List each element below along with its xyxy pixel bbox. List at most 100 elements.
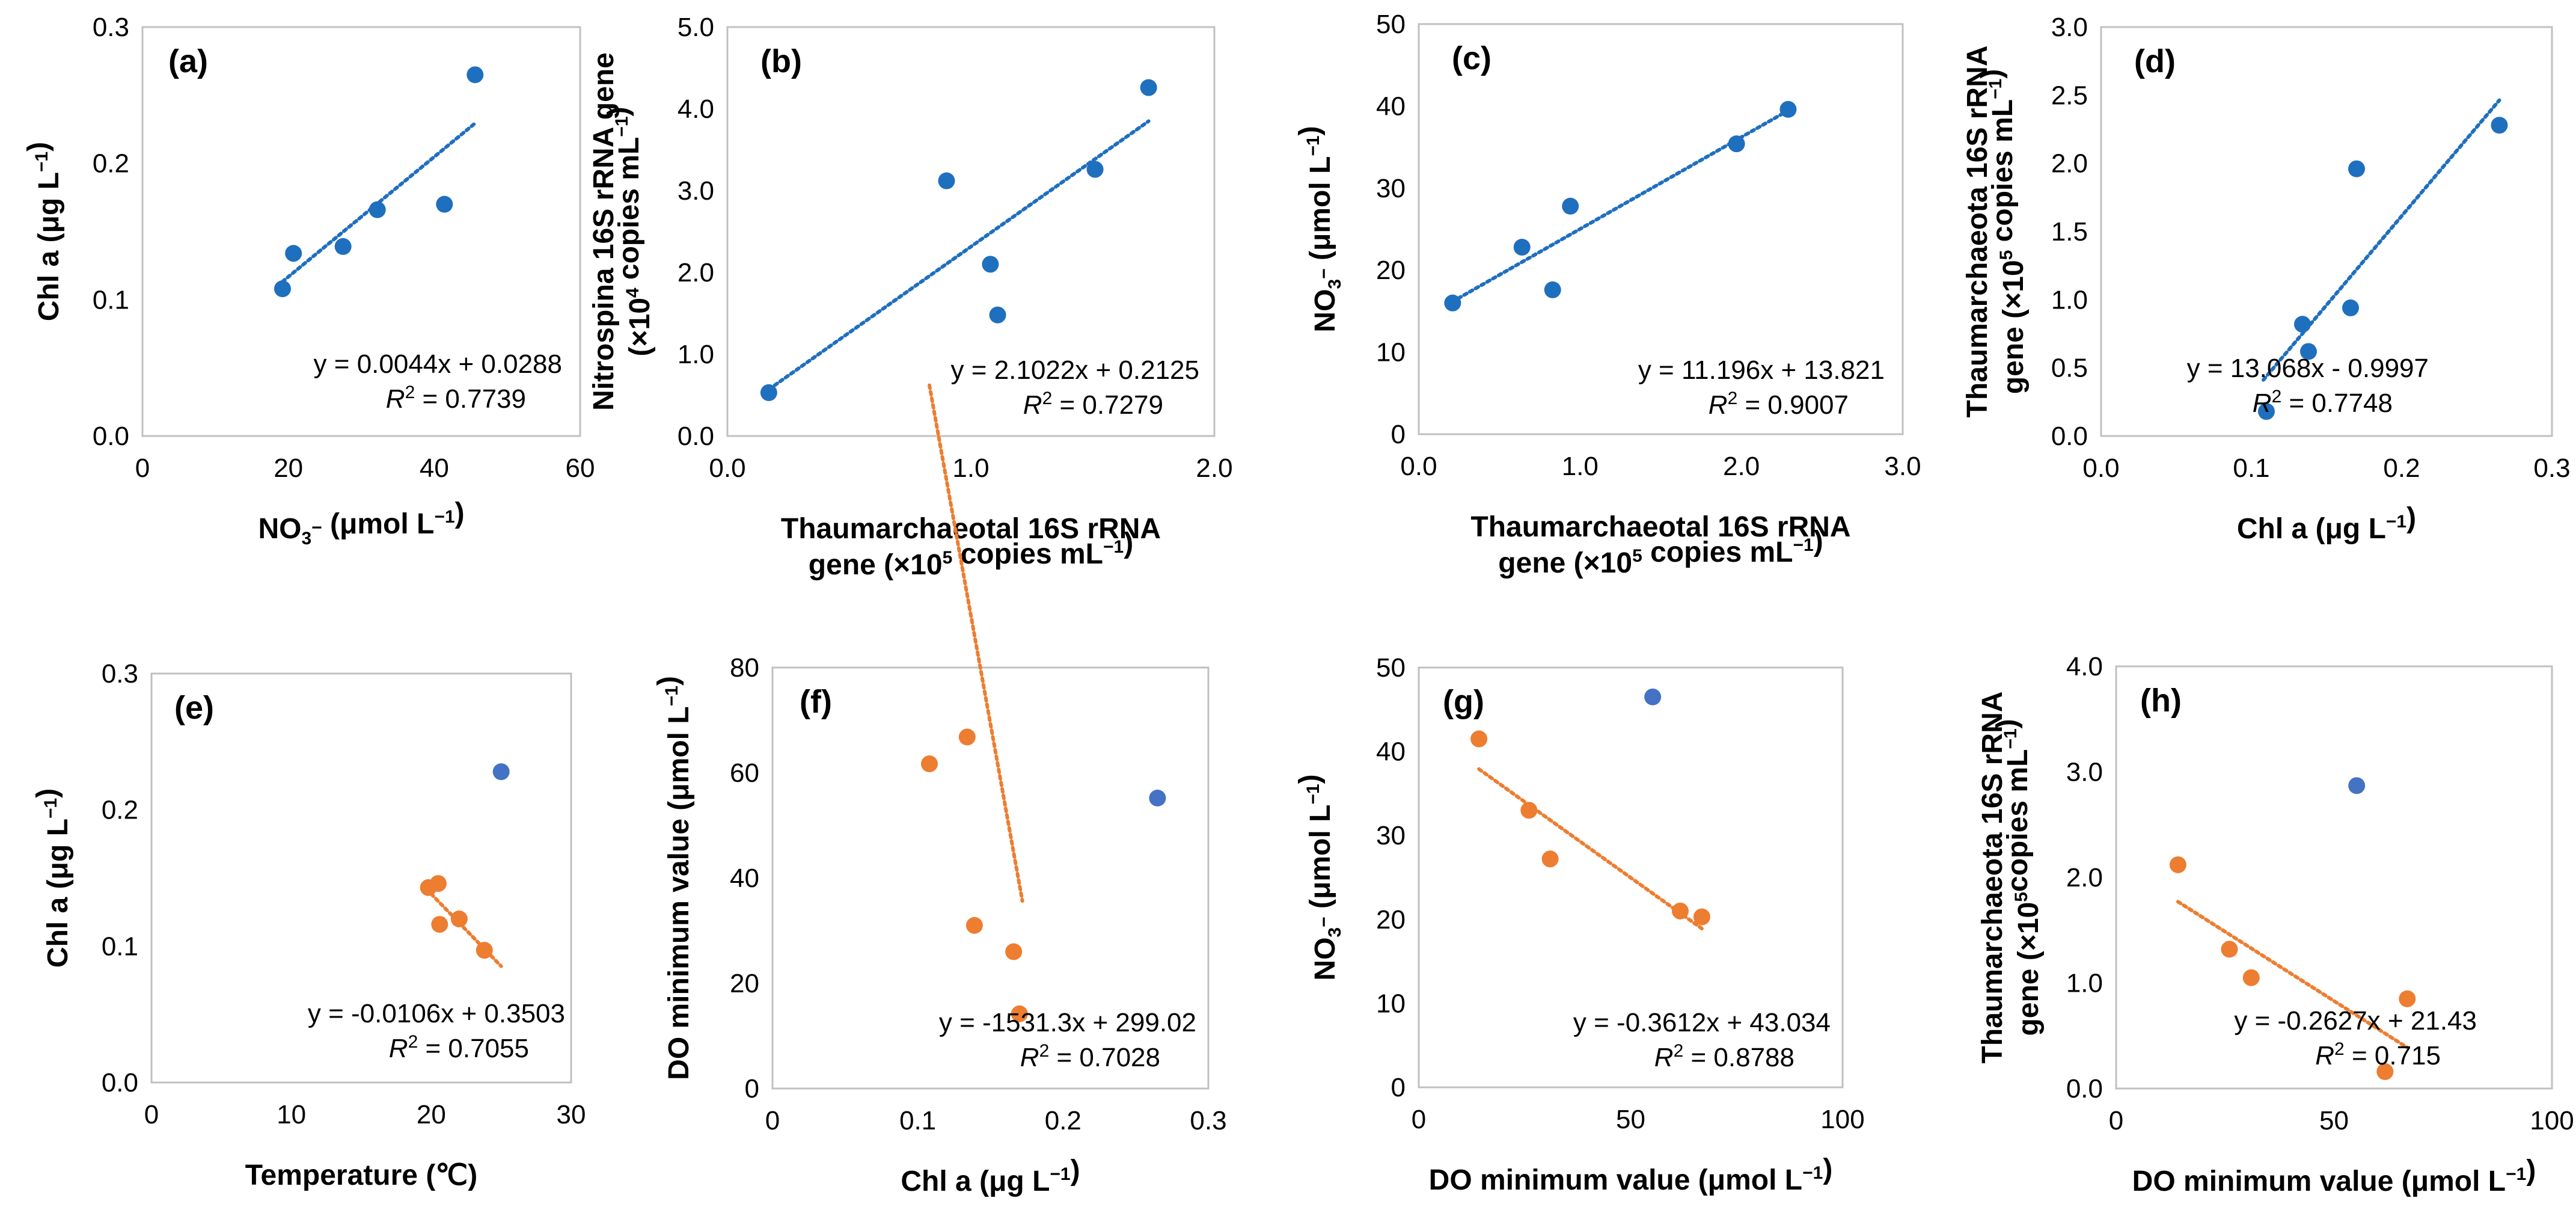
y-tick-label: 0	[745, 1074, 759, 1104]
y-tick-label: 0.0	[2066, 1074, 2103, 1104]
data-point-samples	[1544, 281, 1561, 298]
y-tick-label: 4.0	[2066, 652, 2103, 681]
trendline	[762, 119, 1151, 395]
y-tick-label: 1.0	[2051, 285, 2088, 315]
panel-label: (c)	[1452, 40, 1491, 76]
x-tick-label: 0.3	[2533, 453, 2570, 483]
data-point-samples	[285, 245, 302, 262]
y-axis-label: Nitrospina 16S rRNA gene	[588, 52, 620, 411]
data-point-samples	[760, 384, 777, 401]
x-tick-label: 100	[1820, 1105, 1864, 1134]
y-tick-label: 20	[1376, 256, 1406, 285]
y-tick-label: 40	[730, 864, 759, 893]
r-squared-label: R2 = 0.8788	[1654, 1041, 1794, 1072]
x-tick-label: 0.2	[1045, 1106, 1081, 1135]
data-point-samples	[2294, 316, 2311, 333]
data-point-fitted	[1693, 908, 1710, 926]
data-point-excluded	[1644, 688, 1662, 705]
data-point-samples	[982, 256, 999, 273]
panel-label: (g)	[1443, 684, 1484, 720]
x-tick-label: 2.0	[1196, 453, 1232, 483]
panel-label: (h)	[2140, 683, 2182, 719]
data-point-fitted	[2376, 1063, 2394, 1080]
data-point-samples	[467, 66, 484, 84]
trendline	[1477, 767, 1704, 931]
x-tick-label: 50	[1616, 1105, 1645, 1134]
panel-e: 0 10 20 30 0.0 0.1 0.2 0.3 Temperature (℃) Chl a …	[31, 659, 586, 1191]
plot-frame	[141, 26, 581, 437]
panel-label: (b)	[760, 43, 802, 79]
r-squared-label: R2 = 0.7739	[386, 382, 526, 414]
data-point-fitted	[2221, 941, 2238, 958]
data-point-excluded	[492, 763, 510, 781]
x-tick-label: 0.0	[1400, 452, 1437, 481]
data-point-fitted	[429, 875, 447, 892]
data-point-samples	[2258, 403, 2275, 420]
panel-label: (f)	[800, 684, 832, 720]
plot-frame	[2115, 665, 2553, 1090]
data-point-samples	[1086, 161, 1104, 178]
trendline	[2176, 900, 2409, 1049]
y-tick-label: 2.0	[678, 258, 714, 287]
panel-b: 0.0 1.0 2.0 0.0 1.0 2.0 3.0 4.0 5.0 Thaumarchaeot…	[588, 13, 1233, 581]
y-tick-label: 5.0	[678, 13, 714, 42]
y-axis-label: NO3− (μmol L−1)	[1294, 126, 1345, 332]
data-point-fitted	[431, 916, 448, 933]
trendline	[2262, 98, 2501, 382]
x-tick-label: 0.1	[2233, 453, 2269, 483]
plot-frame	[771, 666, 1210, 1090]
y-axis-label: gene (×105copies mL−1)	[1991, 719, 2045, 1036]
y-axis-label: DO minimum value (μmol L−1)	[652, 676, 695, 1080]
y-axis-label: NO3− (μmol L−1)	[1294, 774, 1345, 980]
y-tick-label: 1.0	[2066, 969, 2103, 998]
y-tick-label: 30	[1376, 821, 1406, 850]
y-tick-label: 0	[1391, 1073, 1406, 1102]
y-tick-label: 0.5	[2051, 354, 2088, 383]
data-point-samples	[1562, 197, 1579, 215]
panel-h: 0 50 100 0.0 1.0 2.0 3.0 4.0 DO minimum value (μ…	[1977, 652, 2574, 1197]
y-tick-label: 2.0	[2051, 149, 2088, 179]
x-tick-label: 50	[2319, 1106, 2349, 1135]
y-tick-label: 0	[1391, 420, 1406, 449]
panel-d: 0.0 0.1 0.2 0.3 0.0 0.5 1.0 1.5 2.0 2.5 3.0 Chl a (…	[1962, 13, 2571, 545]
y-tick-label: 0.0	[2051, 422, 2088, 451]
x-tick-label: 20	[417, 1100, 446, 1129]
r-squared-label: R2 = 0.7748	[2253, 387, 2393, 418]
data-point-samples	[1513, 239, 1531, 256]
y-tick-label: 40	[1376, 91, 1406, 121]
y-tick-label: 0.2	[102, 796, 138, 825]
y-axis-label: gene (×105 copies mL−1)	[1976, 69, 2030, 394]
y-tick-label: 0.0	[102, 1068, 138, 1098]
panel-label: (d)	[2134, 43, 2176, 79]
data-point-excluded	[1149, 790, 1166, 806]
plot-frame	[1418, 666, 1844, 1089]
data-point-samples	[1728, 135, 1745, 153]
y-tick-label: 0.1	[93, 285, 129, 315]
data-point-samples	[938, 172, 955, 189]
x-tick-label: 3.0	[1884, 452, 1921, 481]
trendline-equation: y = -0.2627x + 21.43	[2234, 1006, 2477, 1036]
y-tick-label: 0.0	[678, 422, 714, 451]
x-tick-label: 0	[2109, 1106, 2123, 1135]
y-tick-label: 50	[1376, 653, 1406, 683]
x-tick-label: 0.3	[1190, 1106, 1226, 1135]
y-tick-label: 60	[730, 758, 759, 788]
x-tick-label: 40	[420, 453, 449, 483]
x-tick-label: 1.0	[1562, 452, 1599, 481]
trendline-equation: y = -0.0106x + 0.3503	[308, 999, 565, 1028]
y-tick-label: 3.0	[678, 176, 714, 206]
y-tick-label: 0.3	[93, 13, 129, 42]
y-tick-label: 1.0	[678, 340, 714, 369]
data-point-samples	[2342, 299, 2359, 316]
trendline-equation: y = -1531.3x + 299.02	[939, 1008, 1196, 1037]
y-tick-label: 40	[1376, 737, 1406, 767]
plot-frame	[2100, 26, 2553, 437]
data-point-fitted	[1470, 730, 1488, 748]
x-axis-label: DO minimum value (μmol L−1)	[1429, 1153, 1833, 1196]
data-point-samples	[1140, 79, 1157, 96]
data-point-samples	[436, 195, 453, 213]
y-tick-label: 0.1	[102, 932, 138, 961]
y-tick-label: 20	[1376, 905, 1406, 935]
plot-frame	[1418, 23, 1904, 435]
